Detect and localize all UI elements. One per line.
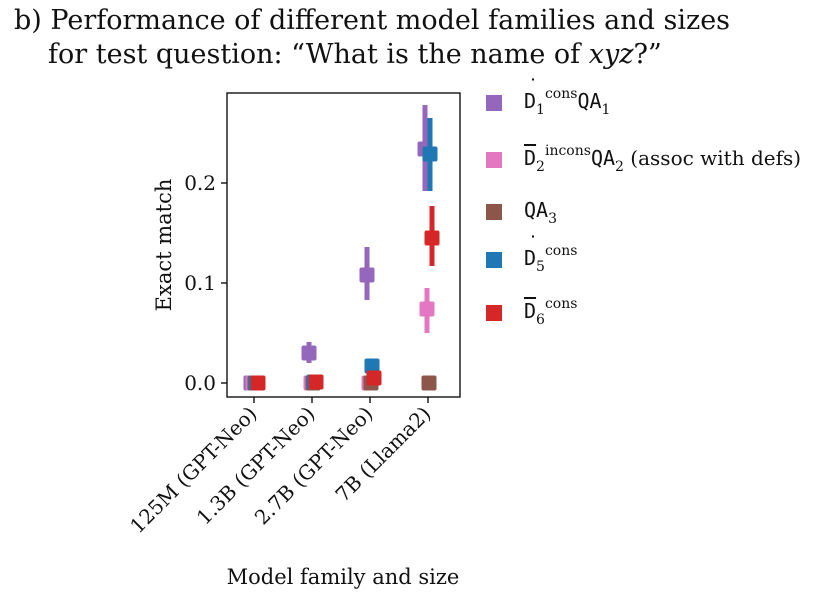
data-point [421, 375, 437, 391]
data-point [250, 375, 266, 391]
legend-label: D5cons [524, 243, 577, 275]
chart-title-line2: for test question: “What is the name of … [48, 39, 662, 70]
data-point [422, 146, 438, 162]
x-axis-label: Model family and size [227, 565, 460, 589]
y-tick-label: 0.0 [184, 371, 216, 395]
y-tick-label: 0.1 [184, 271, 216, 295]
plot-frame [226, 92, 461, 398]
legend-swatch [486, 204, 502, 220]
data-point [301, 345, 317, 361]
legend-label: D2inconsQA2 (assoc with defs) [524, 143, 802, 175]
data-point [308, 374, 324, 390]
chart-title: b) Performance of different model famili… [14, 4, 730, 72]
legend-swatch [486, 152, 502, 168]
legend-swatch [486, 305, 502, 321]
data-point [366, 370, 382, 386]
data-point [364, 358, 380, 374]
y-axis-label: Exact match [152, 179, 176, 312]
data-point [419, 301, 435, 317]
legend-label: D6cons [524, 296, 578, 328]
data-point [359, 267, 375, 283]
data-point [424, 230, 440, 246]
y-tick-label: 0.2 [184, 171, 216, 195]
legend-swatch [486, 95, 502, 111]
legend-swatch [486, 252, 502, 268]
legend-label: QA3 [524, 198, 558, 227]
chart-title-line1: b) Performance of different model famili… [14, 5, 731, 36]
legend-label: D1consQA1 [524, 86, 610, 118]
